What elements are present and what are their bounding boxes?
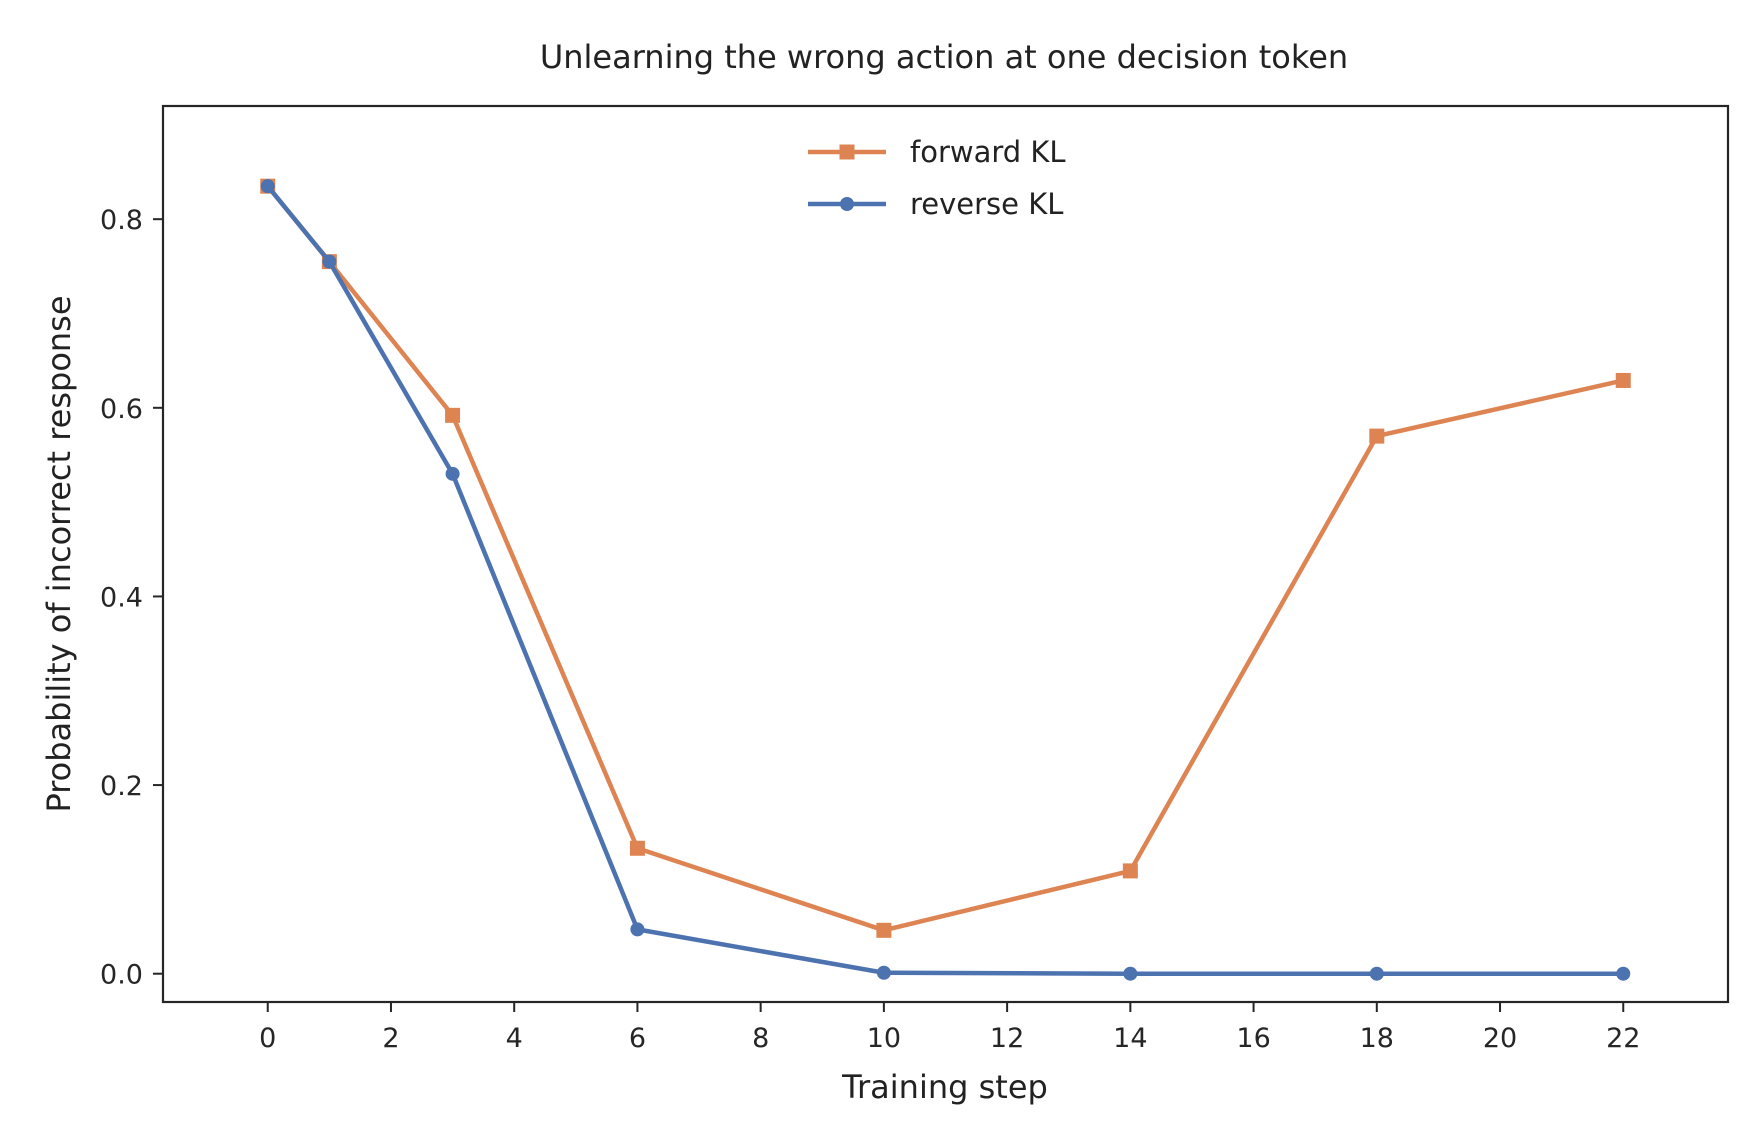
y-axis-ticks: 0.0 0.2 0.4 0.6 0.8 [100,205,163,991]
y-tick-label: 0.4 [100,582,143,613]
x-tick-label: 18 [1360,1023,1394,1054]
legend: forward KL reverse KL [808,135,1066,221]
series-layer [260,178,1631,981]
data-point [445,407,461,423]
x-axis-ticks: 0 2 4 6 8 10 12 14 16 18 20 22 [259,1002,1640,1054]
data-point [629,840,645,856]
legend-marker [840,197,854,211]
legend-item: forward KL [808,135,1066,169]
legend-label: reverse KL [910,187,1063,221]
data-point [876,965,891,980]
x-tick-label: 6 [629,1023,646,1054]
x-tick-label: 8 [752,1023,769,1054]
y-axis-label: Probability of incorrect response [40,295,78,812]
x-tick-label: 20 [1483,1023,1517,1054]
data-point [322,254,337,269]
x-tick-label: 22 [1606,1023,1640,1054]
legend-marker [839,144,855,160]
data-point [1122,863,1138,879]
data-point [1615,372,1631,388]
data-point [445,466,460,481]
data-point [876,922,892,938]
series-0 [260,178,1631,938]
legend-label: forward KL [910,135,1066,169]
plot-area-frame [161,104,1730,1004]
x-tick-label: 14 [1113,1023,1147,1054]
series-line [265,183,1626,976]
data-point [1616,966,1631,981]
data-point [1369,428,1385,444]
legend-item: reverse KL [808,187,1063,221]
x-tick-label: 16 [1236,1023,1270,1054]
x-tick-label: 12 [990,1023,1024,1054]
data-point [630,922,645,937]
chart-title: Unlearning the wrong action at one decis… [540,38,1348,76]
y-tick-label: 0.8 [100,205,143,236]
data-point [1123,966,1138,981]
x-axis-label: Training step [841,1068,1048,1106]
y-tick-label: 0.0 [100,960,143,991]
series-line [265,183,1626,933]
x-tick-label: 0 [259,1023,276,1054]
x-tick-label: 4 [506,1023,523,1054]
x-tick-label: 10 [867,1023,901,1054]
y-tick-label: 0.6 [100,394,143,425]
data-point [260,179,275,194]
y-tick-label: 0.2 [100,771,143,802]
series-1 [260,179,1631,981]
x-tick-label: 2 [382,1023,399,1054]
data-point [1369,966,1384,981]
